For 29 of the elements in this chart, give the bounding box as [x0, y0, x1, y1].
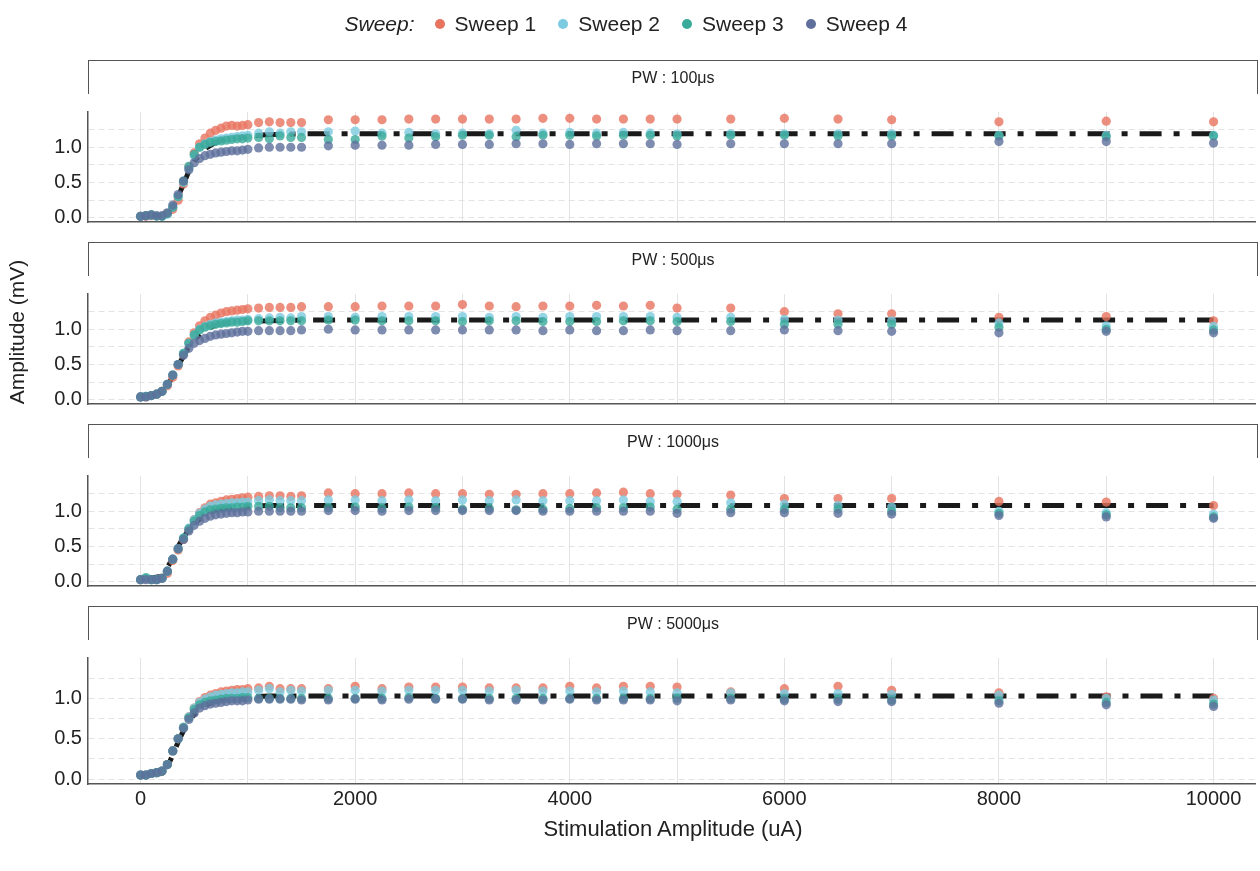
legend-label: Sweep 1 [454, 12, 537, 36]
y-axis-title: Amplitude (mV) [5, 259, 29, 405]
legend-label: Sweep 4 [825, 12, 908, 36]
legend-label: Sweep 3 [702, 12, 784, 36]
legend-label: Sweep 2 [578, 12, 661, 36]
legend-title: Sweep: [344, 12, 415, 36]
x-tick-label: 0 [135, 786, 147, 809]
chart-title: PW : 1000μs [88, 424, 1258, 458]
chart-title: PW : 500μs [88, 242, 1258, 276]
chart-title: PW : 5000μs [88, 606, 1258, 640]
y-tick-label: 0.0 [54, 387, 82, 410]
x-tick-label: 2000 [332, 786, 378, 809]
y-tick-label: 0.5 [54, 352, 82, 375]
y-tick-label: 0.0 [54, 569, 82, 592]
x-tick-label: 4000 [547, 786, 593, 809]
chart-title: PW : 100μs [88, 60, 1258, 94]
x-tick-label: 8000 [976, 786, 1022, 809]
y-tick-label: 1.0 [54, 134, 82, 157]
y-tick-label: 1.0 [54, 316, 82, 339]
x-tick-label: 6000 [762, 786, 807, 809]
y-tick-label: 1.0 [54, 685, 82, 708]
y-tick-label: 1.0 [54, 498, 82, 521]
y-tick-label: 0.5 [54, 534, 82, 557]
y-tick-label: 0.0 [54, 205, 82, 228]
x-tick-label: 10000 [1185, 786, 1242, 809]
y-tick-label: 0.5 [54, 170, 82, 193]
y-tick-label: 0.0 [54, 766, 82, 789]
x-axis-title: Stimulation Amplitude (uA) [542, 816, 804, 842]
y-tick-label: 0.5 [54, 726, 82, 749]
